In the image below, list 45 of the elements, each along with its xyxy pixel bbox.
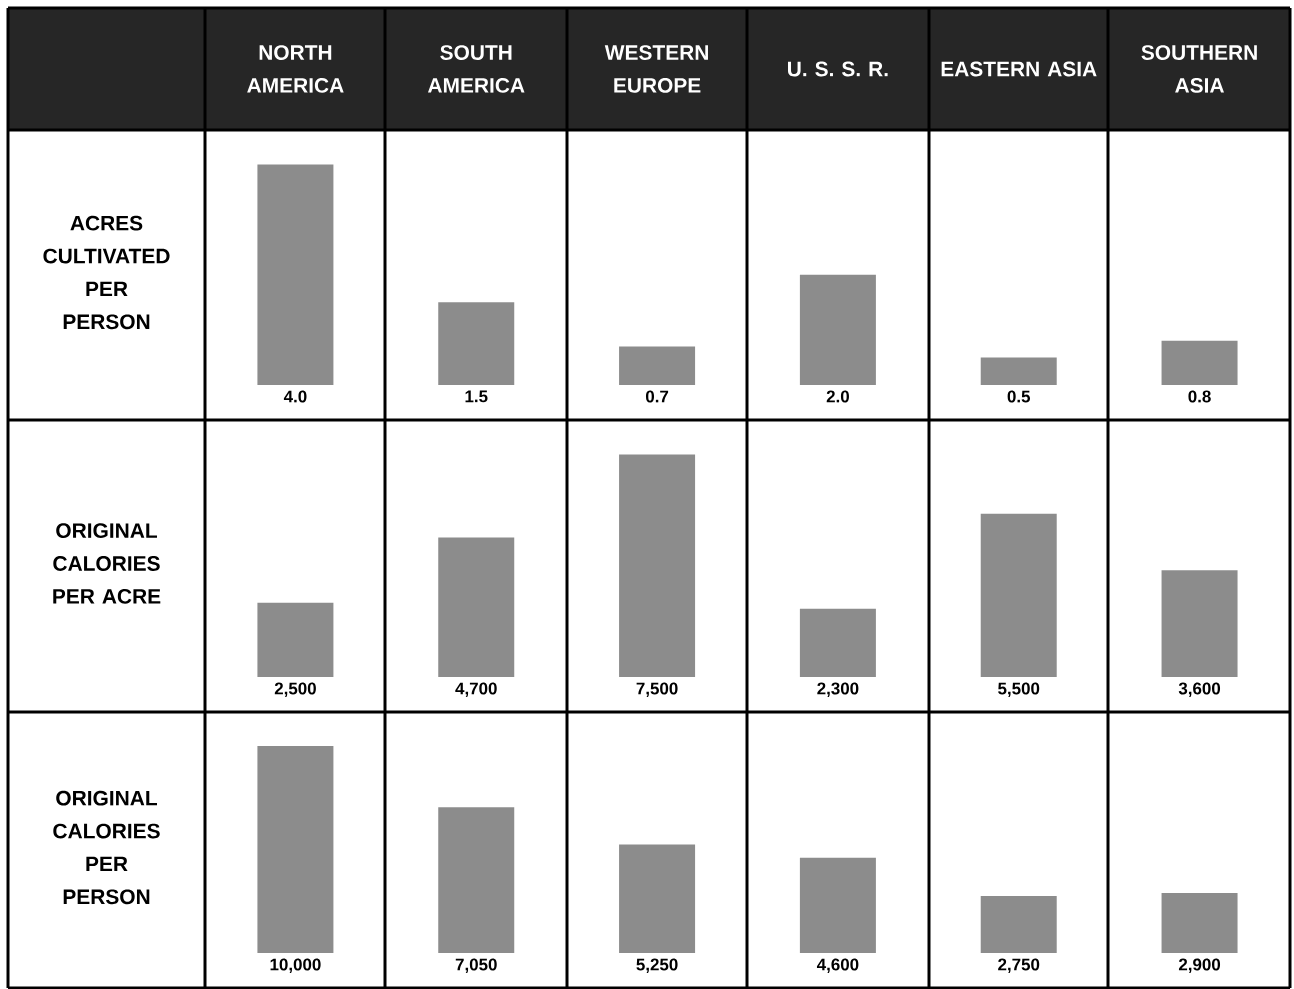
data-label: 0.7 [645,390,669,403]
bar [438,537,515,677]
data-label: 2,900 [1178,958,1221,973]
data-label: 2.0 [826,390,849,403]
data-label: 10,000 [270,958,321,973]
bar [619,844,696,953]
data-label: 4,700 [455,682,497,697]
data-label: 3,600 [1178,682,1221,697]
data-label: 2,300 [817,682,859,697]
bar [799,274,876,385]
x-tick-label: WESTERN EUROPE [604,45,708,93]
data-label: 7,050 [455,958,497,973]
x-tick-label: U. S. S. R. [788,61,888,77]
bar [799,608,876,677]
bar [980,513,1057,677]
bar [619,454,696,677]
bar [438,807,515,953]
x-tick-label: SOUTHERN ASIA [1141,45,1257,93]
data-label: 5,250 [636,958,678,973]
bar [257,602,334,677]
data-label: 7,500 [636,682,678,697]
y-axis-title: ORIGINAL CALORIES PER PERSON [53,790,160,905]
bar [1161,892,1238,953]
bar [799,857,876,953]
data-label: 5,500 [998,682,1040,697]
data-label: 4,600 [816,958,859,973]
y-axis-title: ACRES CULTIVATED PER PERSON [43,215,170,330]
y-axis-title: ORIGINAL CALORIES PER ACRE [53,523,161,604]
bar [980,896,1057,953]
data-label: 4.0 [283,390,307,403]
data-label: 2,750 [998,958,1040,973]
data-label: 1.5 [465,390,488,403]
bar [438,302,515,385]
x-tick-label: SOUTH AMERICA [427,45,525,93]
data-label: 0.5 [1007,390,1031,403]
bar [1161,340,1238,385]
bar [257,746,334,953]
bar [619,346,696,385]
bar [1161,570,1238,677]
x-tick-label: NORTH AMERICA [247,45,344,93]
x-tick-label: EASTERN ASIA [941,61,1097,77]
data-label: 0.8 [1188,390,1211,403]
bar [257,164,334,385]
data-label: 2,500 [274,682,316,697]
bar [980,357,1057,385]
